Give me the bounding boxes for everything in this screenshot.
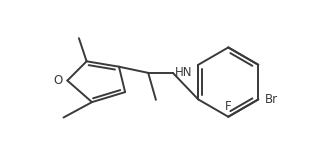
Text: O: O <box>54 74 63 87</box>
Text: Br: Br <box>265 93 278 106</box>
Text: F: F <box>225 100 232 113</box>
Text: HN: HN <box>175 66 193 79</box>
